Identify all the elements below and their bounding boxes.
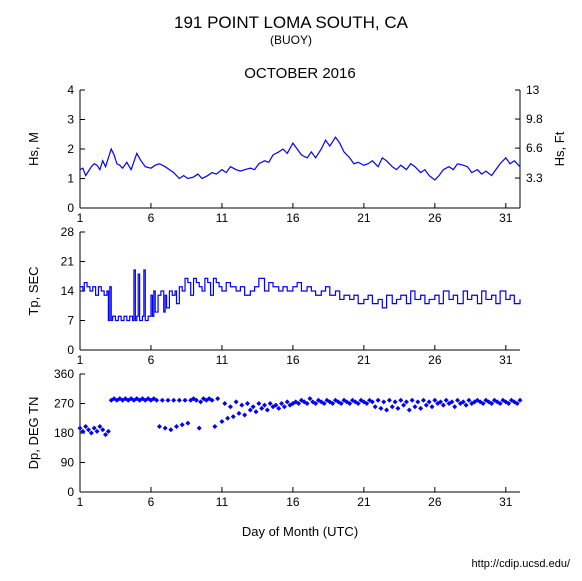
ylabel-left: Tp, SEC <box>26 266 41 315</box>
buoy-chart: 191 POINT LOMA SOUTH, CA(BUOY) OCTOBER 20… <box>0 0 582 581</box>
ytick-right-label: 9.8 <box>526 112 543 126</box>
ytick-label: 7 <box>67 314 74 328</box>
ytick-label: 14 <box>61 284 75 298</box>
ytick-label: 2 <box>67 142 74 156</box>
ytick-label: 28 <box>61 225 75 239</box>
xtick-label: 21 <box>357 353 371 367</box>
xtick-label: 31 <box>499 353 513 367</box>
ytick-label: 0 <box>67 485 74 499</box>
xtick-label: 1 <box>77 353 84 367</box>
data-line <box>80 137 520 180</box>
ytick-right-label: 13 <box>526 83 540 97</box>
xtick-label: 26 <box>428 353 442 367</box>
ytick-label: 21 <box>61 255 75 269</box>
xlabel: Day of Month (UTC) <box>242 524 358 539</box>
xtick-label: 6 <box>148 353 155 367</box>
xtick-label: 1 <box>77 211 84 225</box>
ylabel-left: Hs, M <box>26 132 41 166</box>
xtick-label: 16 <box>286 353 300 367</box>
chart-title: 191 POINT LOMA SOUTH, CA <box>174 13 409 32</box>
xtick-label: 21 <box>357 211 371 225</box>
chart-month: OCTOBER 2016 <box>244 65 355 82</box>
xtick-label: 1 <box>77 495 84 509</box>
footer-url: http://cdip.ucsd.edu/ <box>472 558 571 570</box>
ytick-label: 1 <box>67 172 74 186</box>
ylabel-left: Dp, DEG TN <box>26 397 41 470</box>
xtick-label: 26 <box>428 495 442 509</box>
xtick-label: 11 <box>216 495 229 509</box>
xtick-label: 6 <box>148 211 155 225</box>
data-scatter <box>78 396 523 437</box>
xtick-label: 6 <box>148 495 155 509</box>
ytick-right-label: 6.6 <box>526 141 543 155</box>
chart-subtitle: (BUOY) <box>270 33 312 47</box>
data-step <box>80 270 520 321</box>
ytick-label: 90 <box>61 456 75 470</box>
xtick-label: 11 <box>216 211 229 225</box>
xtick-label: 26 <box>428 211 442 225</box>
ytick-label: 180 <box>54 426 74 440</box>
ytick-label: 3 <box>67 113 74 127</box>
xtick-label: 31 <box>499 495 513 509</box>
xtick-label: 31 <box>499 211 513 225</box>
ytick-label: 360 <box>54 367 74 381</box>
ytick-label: 4 <box>67 83 74 97</box>
xtick-label: 16 <box>286 211 300 225</box>
ylabel-right: Hs, Ft <box>552 131 567 166</box>
ytick-label: 0 <box>67 201 74 215</box>
ytick-label: 0 <box>67 343 74 357</box>
xtick-label: 21 <box>357 495 371 509</box>
ytick-label: 270 <box>54 397 74 411</box>
xtick-label: 16 <box>286 495 300 509</box>
ytick-right-label: 3.3 <box>526 171 543 185</box>
xtick-label: 11 <box>216 353 229 367</box>
